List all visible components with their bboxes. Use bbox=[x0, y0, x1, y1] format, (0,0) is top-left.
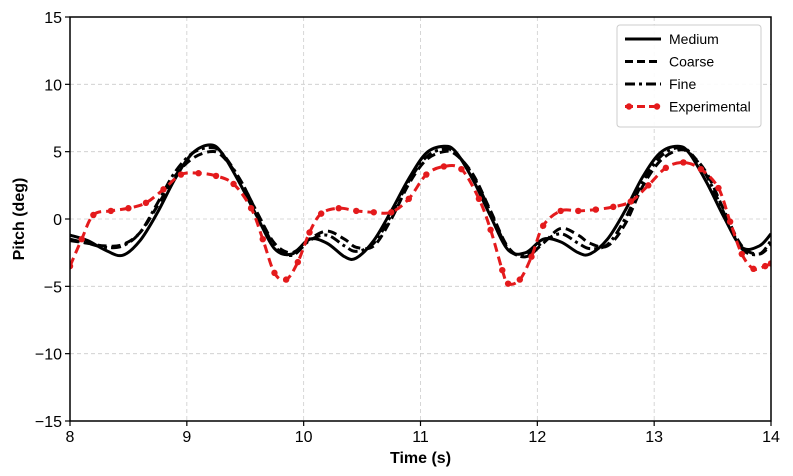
experimental-point bbox=[499, 266, 506, 274]
experimental-point bbox=[230, 180, 237, 188]
experimental-point bbox=[388, 209, 395, 216]
experimental-point bbox=[282, 276, 290, 283]
experimental-point bbox=[738, 250, 745, 258]
experimental-point bbox=[195, 170, 202, 177]
legend-box bbox=[616, 24, 762, 128]
experimental-point bbox=[475, 195, 483, 202]
experimental-point bbox=[177, 171, 185, 178]
experimental-point bbox=[516, 276, 524, 283]
series-coarse bbox=[70, 148, 771, 259]
experimental-point bbox=[715, 184, 722, 192]
experimental-point bbox=[662, 164, 670, 172]
x-tick-label: 13 bbox=[645, 429, 663, 446]
y-tick-label: 10 bbox=[44, 77, 62, 94]
experimental-point bbox=[90, 211, 97, 219]
legend-marker bbox=[653, 103, 661, 110]
experimental-point bbox=[142, 199, 150, 207]
experimental-point bbox=[750, 265, 757, 273]
experimental-point bbox=[405, 195, 413, 202]
series-experimental bbox=[70, 159, 771, 287]
x-axis-title: Time (s) bbox=[390, 450, 451, 467]
series-line-coarse bbox=[70, 148, 771, 259]
x-tick-label: 9 bbox=[182, 429, 191, 446]
x-tick-label: 12 bbox=[528, 429, 546, 446]
y-tick-label: −5 bbox=[44, 279, 62, 296]
experimental-point bbox=[610, 203, 617, 211]
experimental-point bbox=[78, 236, 85, 243]
series-line-fine bbox=[70, 145, 771, 258]
x-tick-label: 11 bbox=[412, 429, 429, 446]
experimental-point bbox=[271, 269, 278, 277]
legend: Medium Coarse Fine Experimental bbox=[616, 24, 762, 128]
experimental-point bbox=[306, 229, 313, 236]
experimental-point bbox=[370, 209, 377, 216]
experimental-point bbox=[539, 222, 547, 229]
experimental-point bbox=[212, 172, 220, 180]
experimental-point bbox=[761, 262, 769, 270]
experimental-point bbox=[125, 205, 132, 212]
y-tick-label: −15 bbox=[35, 414, 62, 431]
experimental-point bbox=[528, 253, 535, 260]
experimental-point bbox=[575, 207, 582, 215]
experimental-point bbox=[504, 280, 512, 287]
legend-label-fine: Fine bbox=[669, 76, 696, 92]
legend-label-experimental: Experimental bbox=[669, 99, 751, 115]
experimental-point bbox=[627, 198, 634, 205]
experimental-point bbox=[767, 260, 771, 267]
experimental-point bbox=[592, 206, 599, 213]
y-tick-label: 5 bbox=[53, 145, 62, 162]
experimental-point bbox=[557, 207, 564, 215]
legend-label-medium: Medium bbox=[669, 31, 719, 47]
experimental-point bbox=[160, 186, 167, 193]
experimental-point bbox=[697, 165, 705, 173]
legend-marker bbox=[625, 103, 633, 110]
experimental-point bbox=[317, 210, 325, 217]
series-group bbox=[70, 143, 771, 287]
experimental-point bbox=[294, 258, 302, 266]
y-tick-label: 0 bbox=[53, 212, 62, 229]
experimental-point bbox=[335, 205, 342, 212]
y-axis-title: Pitch (deg) bbox=[11, 178, 28, 261]
experimental-point bbox=[680, 159, 687, 166]
y-tick-label: −10 bbox=[35, 347, 62, 364]
x-tick-label: 14 bbox=[762, 429, 780, 446]
experimental-point bbox=[107, 207, 115, 215]
legend-label-coarse: Coarse bbox=[669, 54, 714, 70]
experimental-point bbox=[458, 165, 465, 173]
experimental-point bbox=[645, 182, 652, 189]
experimental-point bbox=[259, 236, 266, 243]
experimental-point bbox=[487, 226, 494, 233]
experimental-point bbox=[440, 163, 448, 170]
axis-ticks: 8 9 10 11 12 13 14 −15 −10 −5 0 5 10 15 bbox=[35, 10, 780, 446]
experimental-point bbox=[247, 205, 255, 212]
series-fine bbox=[70, 145, 771, 258]
x-tick-label: 10 bbox=[295, 429, 313, 446]
experimental-point bbox=[423, 171, 430, 178]
experimental-point bbox=[70, 262, 74, 270]
experimental-point bbox=[726, 218, 734, 225]
experimental-point bbox=[353, 207, 360, 215]
y-tick-label: 15 bbox=[44, 10, 62, 27]
x-tick-label: 8 bbox=[66, 429, 75, 446]
